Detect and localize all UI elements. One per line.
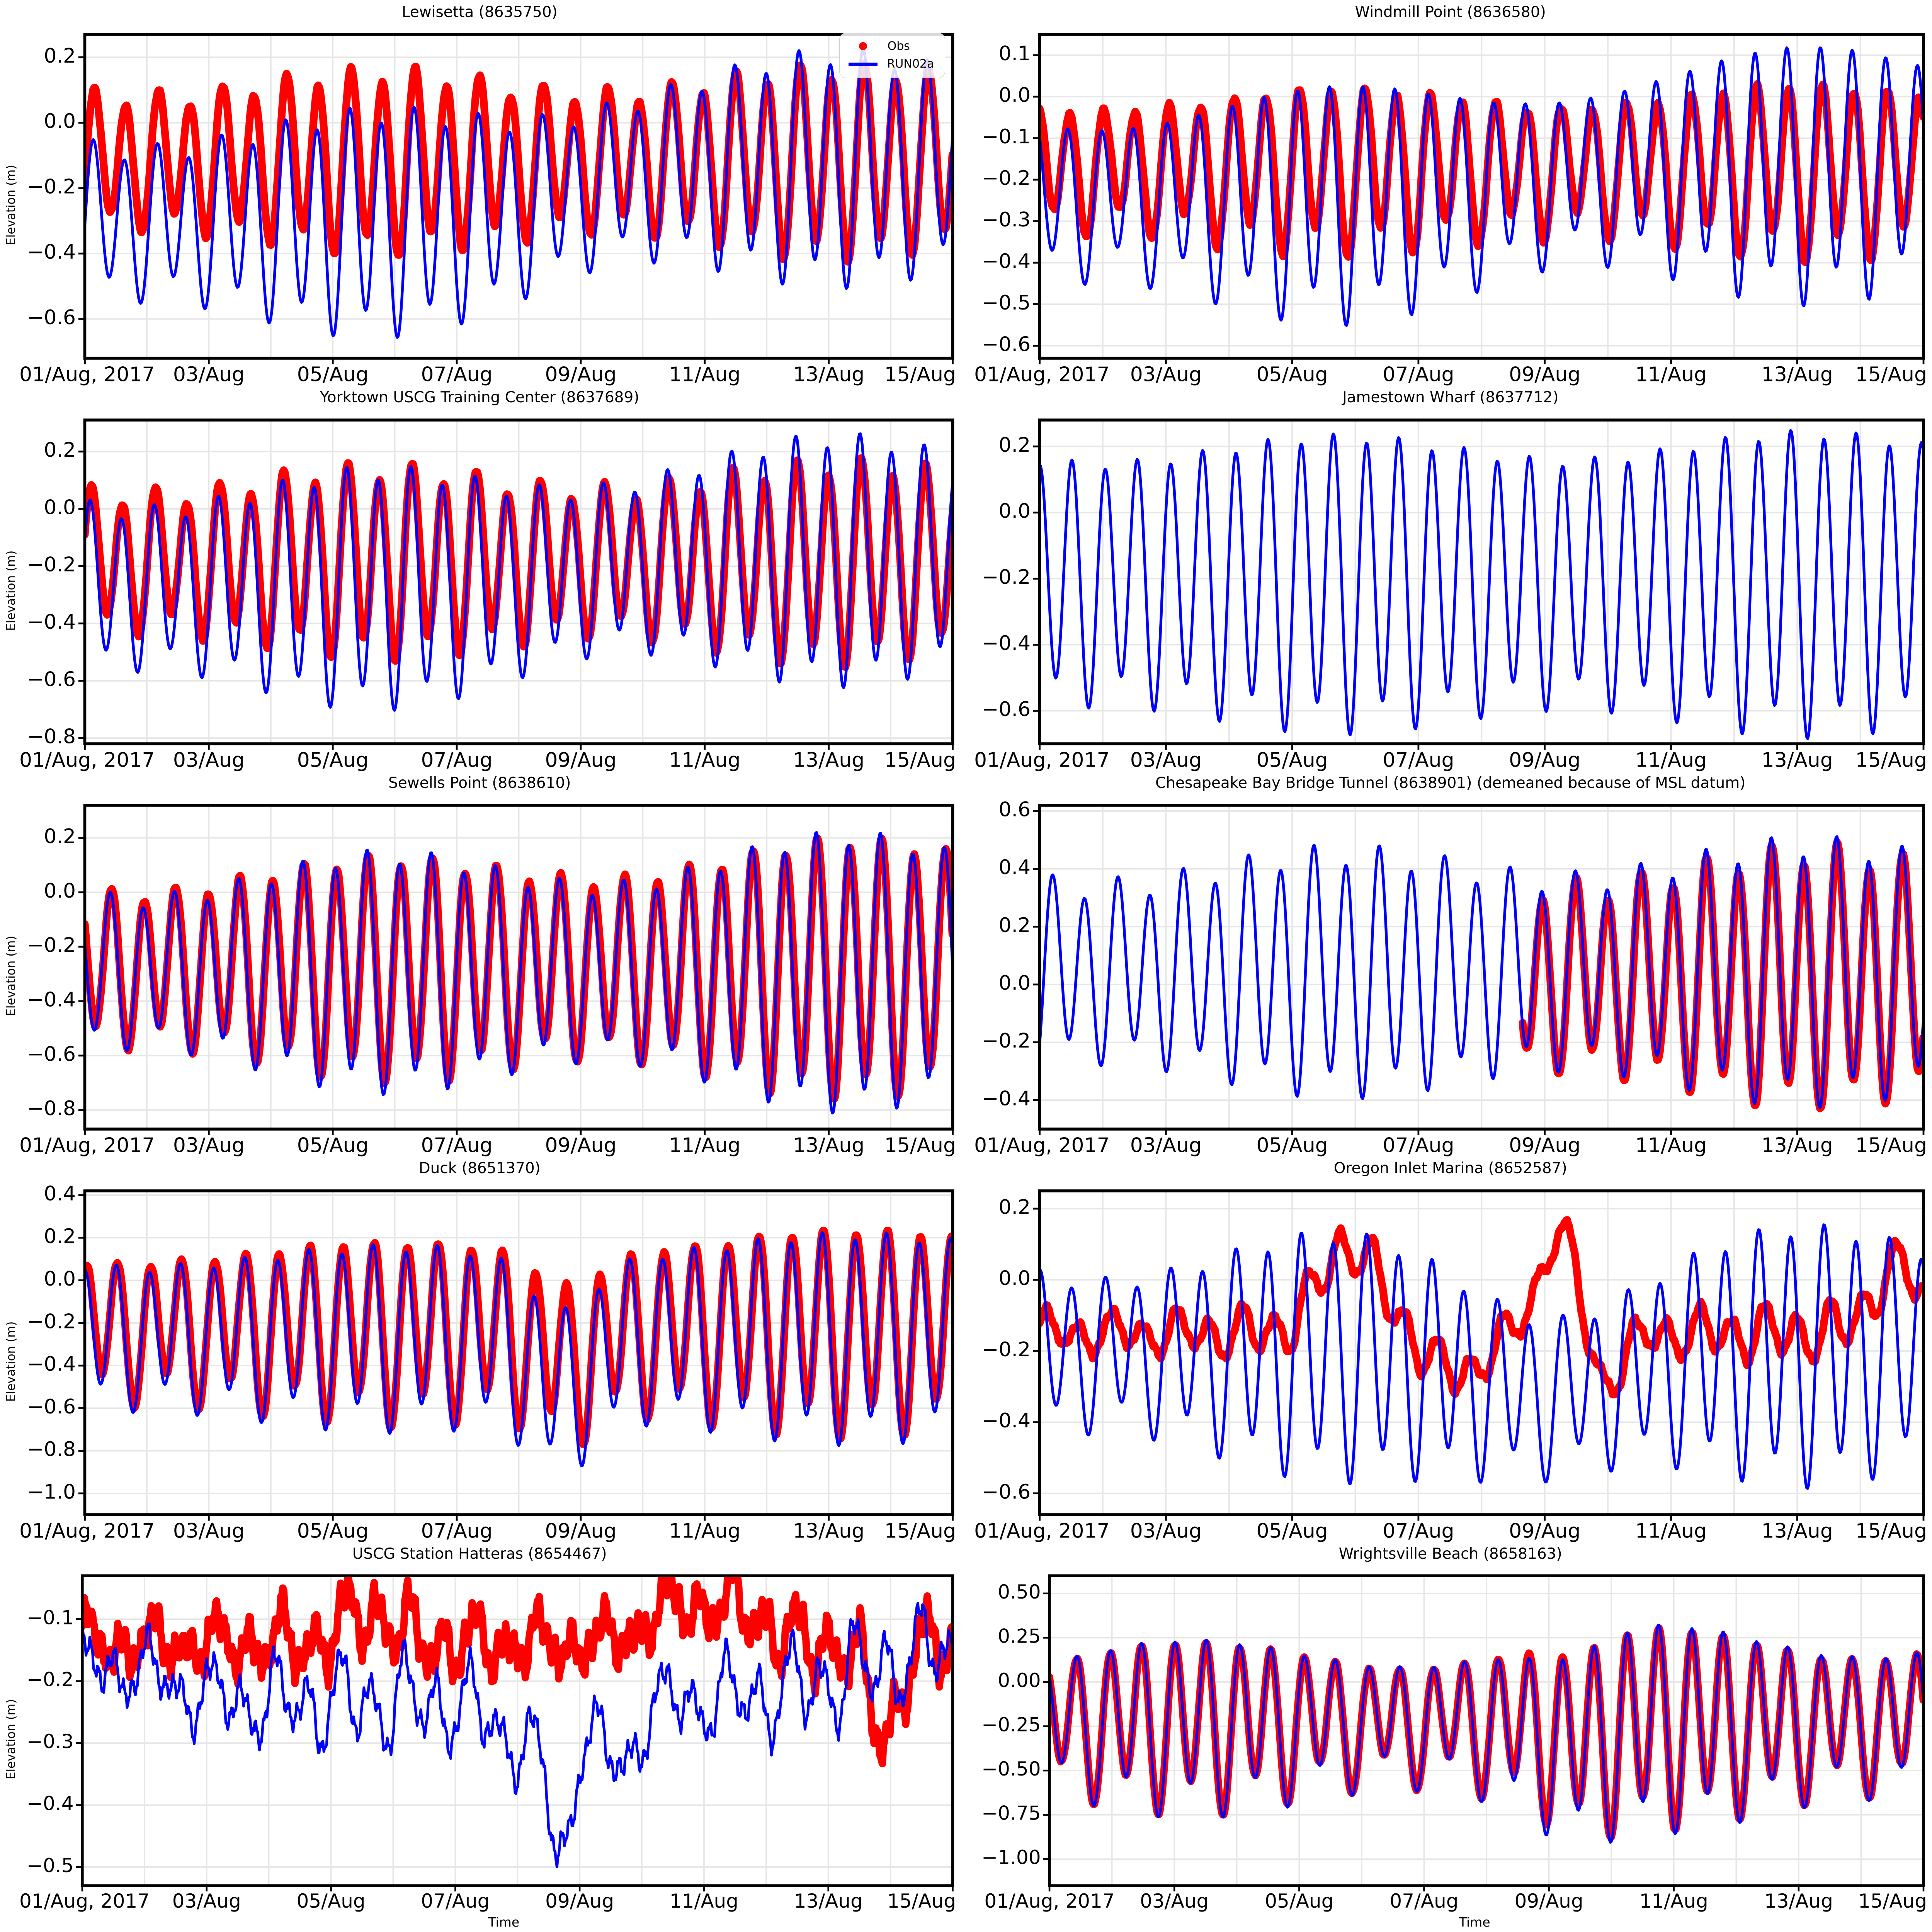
subplot-chesapeake-bay-bridge-tunnel: Chesapeake Bay Bridge Tunnel (8638901) (… [974,774,1927,1159]
plot-area [19,1563,956,1915]
plot-canvas-lewisetta [19,22,956,388]
plot-title: Oregon Inlet Marina (8652587) [1333,1160,1567,1177]
legend-model-row: RUN02a [848,55,934,73]
plot-canvas-chesapeake-bay-bridge-tunnel [974,793,1927,1159]
subplot-duck: Duck (8651370) Elevation (m) [3,1159,956,1545]
plot-title: Lewisetta (8635750) [401,3,558,21]
plot-area [974,1563,1927,1915]
y-axis-label: Elevation (m) [4,550,18,631]
plot-canvas-oregon-inlet-marina [974,1178,1927,1545]
plot-canvas-jamestown-wharf [974,407,1927,774]
y-axis-label: Elevation (m) [4,1699,18,1779]
subplot-sewells-point: Sewells Point (8638610) Elevation (m) [3,774,956,1159]
plot-title: USCG Station Hatteras (8654467) [352,1545,607,1563]
plot-canvas-yorktown [19,407,956,774]
plot-canvas-uscg-station-hatteras [19,1563,956,1915]
plot-title: Duck (8651370) [418,1160,541,1177]
plot-area [19,793,956,1159]
legend-obs-row: Obs [849,37,934,56]
plot-title: Sewells Point (8638610) [388,774,571,792]
x-axis-label: Time [488,1915,520,1930]
legend-obs-label: Obs [887,39,910,53]
plot-area [974,22,1927,388]
legend: Obs RUN02a [839,32,945,78]
plot-canvas-sewells-point [19,793,956,1159]
plot-area [19,407,956,774]
plot-canvas-windmill-point [974,22,1927,388]
y-axis-label: Elevation (m) [4,935,18,1016]
plot-title: Windmill Point (8636580) [1355,3,1546,21]
obs-dot-marker [859,42,867,51]
y-axis-label: Elevation (m) [4,1321,18,1402]
plot-area [974,1178,1927,1545]
subplot-uscg-station-hatteras: USCG Station Hatteras (8654467) Elevatio… [3,1545,956,1930]
plot-title: Jamestown Wharf (8637712) [1342,389,1559,406]
plot-area: Obs RUN02a [19,22,956,388]
subplot-lewisetta: Lewisetta (8635750) Elevation (m) Obs RU… [3,3,956,388]
plot-title: Wrightsville Beach (8658163) [1338,1545,1562,1563]
subplot-yorktown: Yorktown USCG Training Center (8637689) … [3,388,956,774]
subplot-jamestown-wharf: Jamestown Wharf (8637712) [974,388,1927,774]
plot-area [974,793,1927,1159]
plot-area [19,1178,956,1545]
model-line-marker [848,63,878,66]
y-axis-label: Elevation (m) [4,165,18,245]
plot-title: Yorktown USCG Training Center (8637689) [320,389,639,406]
plot-title: Chesapeake Bay Bridge Tunnel (8638901) (… [1155,774,1746,792]
legend-model-label: RUN02a [887,57,934,71]
subplot-oregon-inlet-marina: Oregon Inlet Marina (8652587) [974,1159,1927,1545]
subplot-windmill-point: Windmill Point (8636580) [974,3,1927,388]
plot-canvas-duck [19,1178,956,1545]
x-axis-label: Time [1459,1915,1490,1930]
plot-area [974,407,1927,774]
plot-canvas-wrightsville-beach [974,1563,1927,1915]
subplot-wrightsville-beach: Wrightsville Beach (8658163) Time [974,1545,1927,1930]
